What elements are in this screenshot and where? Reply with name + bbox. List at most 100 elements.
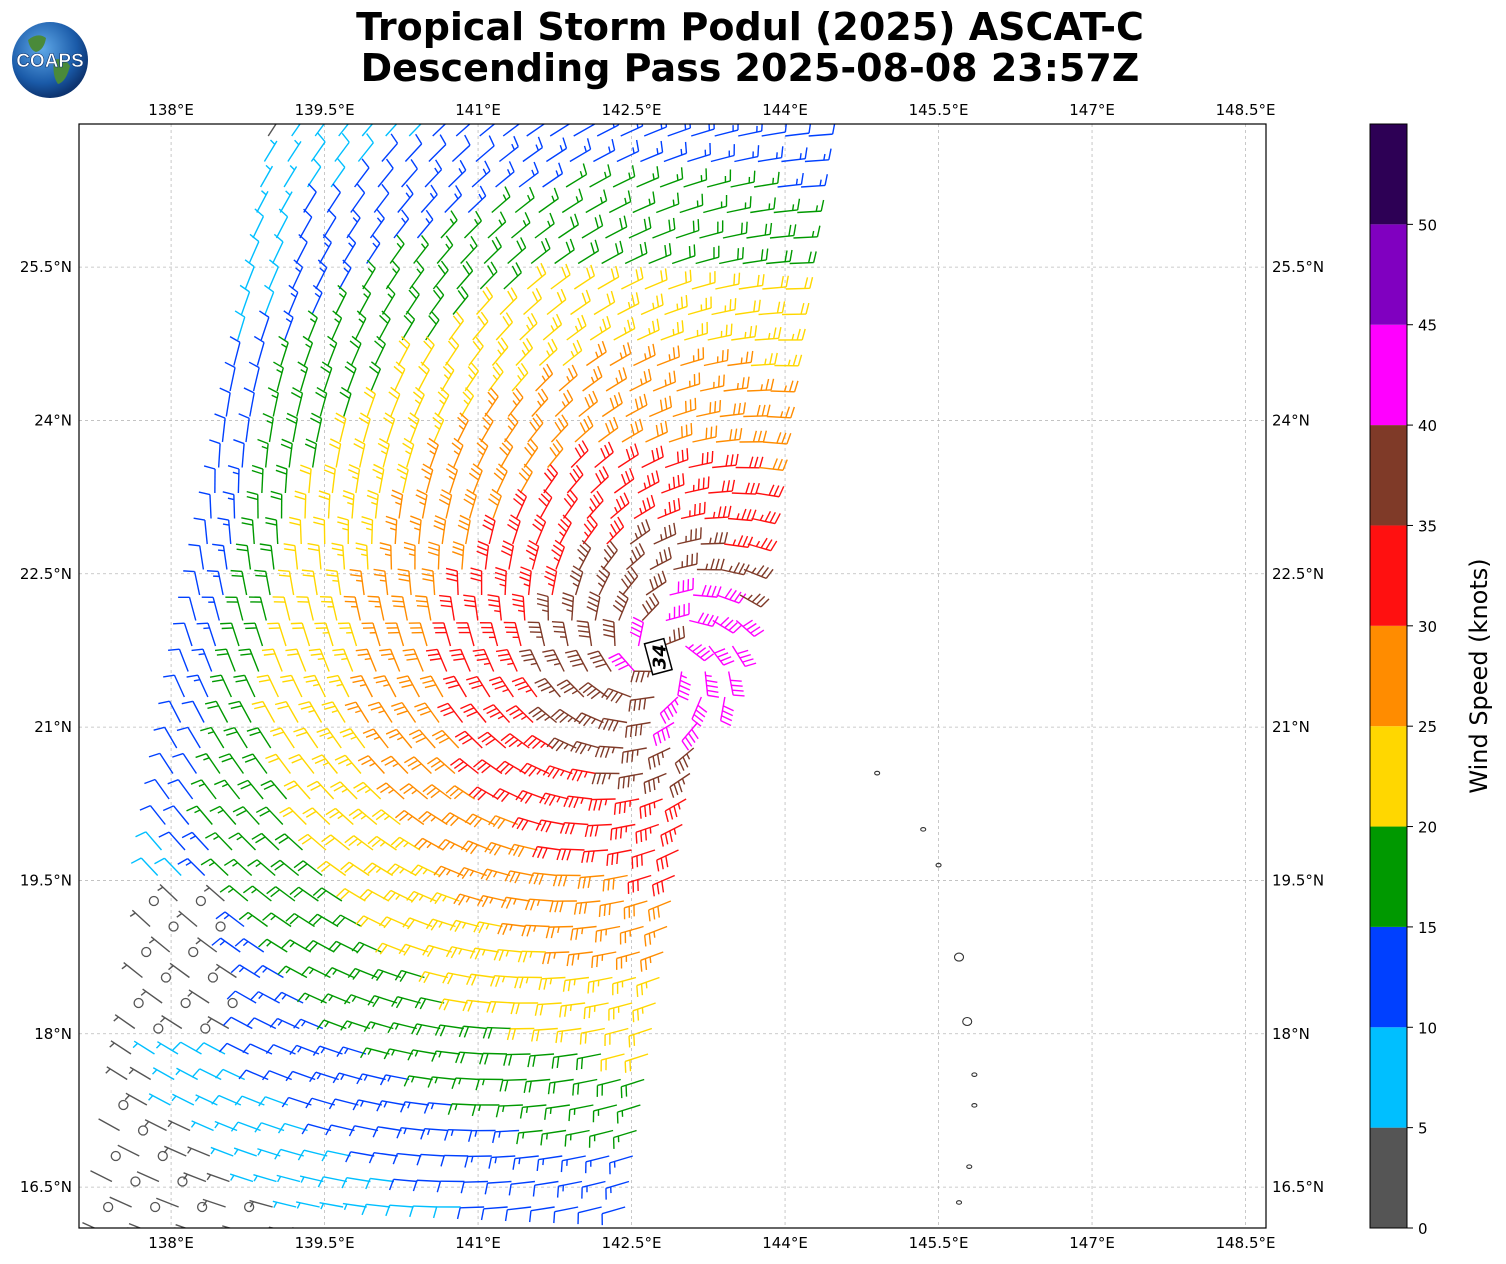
wind-barb <box>289 886 319 902</box>
wind-barb <box>449 648 471 672</box>
wind-barb <box>624 721 651 738</box>
wind-barb <box>128 1222 142 1228</box>
wind-barb <box>374 335 386 366</box>
wind-barb <box>739 430 768 443</box>
wind-barb <box>578 390 599 418</box>
wind-barb <box>445 946 476 959</box>
wind-barb <box>372 463 385 494</box>
wind-barb <box>675 219 700 239</box>
island-outline <box>971 1072 978 1078</box>
wind-barb <box>551 539 565 570</box>
wind-barb <box>652 370 677 392</box>
lon-ticks-bottom: 138°E 139.5°E 141°E 142.5°E 144°E 145.5°… <box>148 1234 1275 1252</box>
lon-ticks-top: 138°E 139.5°E 141°E 142.5°E 144°E 145.5°… <box>148 101 1275 119</box>
wind-barb <box>712 616 743 634</box>
wind-barb <box>757 146 784 163</box>
wind-barb <box>563 795 593 809</box>
wind-barb <box>683 168 708 188</box>
wind-barb <box>561 188 584 214</box>
wind-barb <box>187 989 210 1004</box>
wind-barb <box>219 387 231 417</box>
wind-barb <box>641 445 664 469</box>
wind-barb <box>416 1153 445 1166</box>
wind-barb <box>420 184 438 213</box>
wind-barb <box>172 1041 202 1055</box>
wind-barb <box>413 235 429 264</box>
wind-barb <box>411 1023 441 1036</box>
wind-barb <box>476 540 490 570</box>
wind-barb <box>573 900 601 915</box>
wind-barb <box>194 1094 218 1106</box>
wind-barb <box>381 285 396 315</box>
wind-barb <box>475 1078 504 1091</box>
wind-barb <box>304 939 335 953</box>
wind-barb <box>766 406 796 419</box>
wind-barb <box>483 236 502 265</box>
wind-barb <box>406 1232 433 1243</box>
lat-tick: 25.5°N <box>20 258 72 276</box>
wind-barb <box>750 352 778 367</box>
wind-barb <box>570 289 591 316</box>
wind-barb <box>228 832 256 851</box>
wind-barb <box>353 781 382 800</box>
wind-barb <box>645 420 669 443</box>
wind-barb <box>366 489 379 519</box>
lon-tick: 142.5°E <box>602 1234 662 1252</box>
wind-barb <box>136 1171 160 1183</box>
wind-barb <box>612 590 629 621</box>
wind-barb <box>598 416 619 443</box>
wind-barb <box>608 652 636 672</box>
wind-barb <box>569 138 592 163</box>
wind-barb <box>200 726 225 749</box>
wind-barb <box>279 190 293 213</box>
wind-barb <box>348 808 378 826</box>
wind-barb <box>382 889 413 902</box>
wind-barb <box>113 1014 136 1030</box>
wind-barb <box>163 674 185 698</box>
wind-barb <box>550 1233 574 1249</box>
wind-barb <box>621 267 644 290</box>
wind-barb <box>716 588 747 604</box>
wind-barb <box>467 185 487 214</box>
wind-barb <box>536 592 549 621</box>
wind-barb <box>515 790 546 804</box>
wind-barb <box>387 1022 417 1034</box>
wind-barb <box>159 1015 183 1030</box>
wind-barb <box>589 164 612 188</box>
wind-barb <box>680 347 705 367</box>
wind-barb <box>586 490 604 519</box>
wind-barb <box>467 1129 496 1142</box>
wind-barb <box>524 898 554 911</box>
wind-barb <box>464 813 495 828</box>
wind-barb <box>565 649 589 672</box>
wind-barb <box>438 998 468 1011</box>
wind-barb <box>238 413 250 443</box>
wind-barb <box>255 806 284 825</box>
wind-barb <box>385 622 405 647</box>
wind-barb <box>619 925 644 945</box>
wind-barb <box>596 1078 621 1097</box>
colorbar-label: Wind Speed (knots) <box>1465 558 1493 793</box>
wind-barb <box>394 810 425 826</box>
wind-barb <box>191 648 213 672</box>
wind-barb <box>488 1155 516 1169</box>
islands <box>874 770 978 1205</box>
wind-barb <box>307 310 318 341</box>
wind-barb <box>396 1126 426 1139</box>
wind-barb <box>379 648 401 672</box>
wind-barb <box>456 412 469 443</box>
wind-barb <box>243 622 264 647</box>
wind-barb <box>302 335 314 366</box>
wind-barb <box>325 1124 355 1136</box>
wind-barb <box>484 841 515 856</box>
wind-barb <box>469 947 499 960</box>
wind-barb <box>391 996 421 1009</box>
wind-barb <box>273 361 284 392</box>
wind-barb <box>692 425 718 443</box>
calm-circle <box>137 1125 149 1136</box>
wind-barb <box>665 602 690 622</box>
wind-barb <box>624 1053 649 1073</box>
wind-barb <box>361 124 374 137</box>
wind-barb <box>168 648 189 672</box>
wind-barb <box>628 216 652 239</box>
